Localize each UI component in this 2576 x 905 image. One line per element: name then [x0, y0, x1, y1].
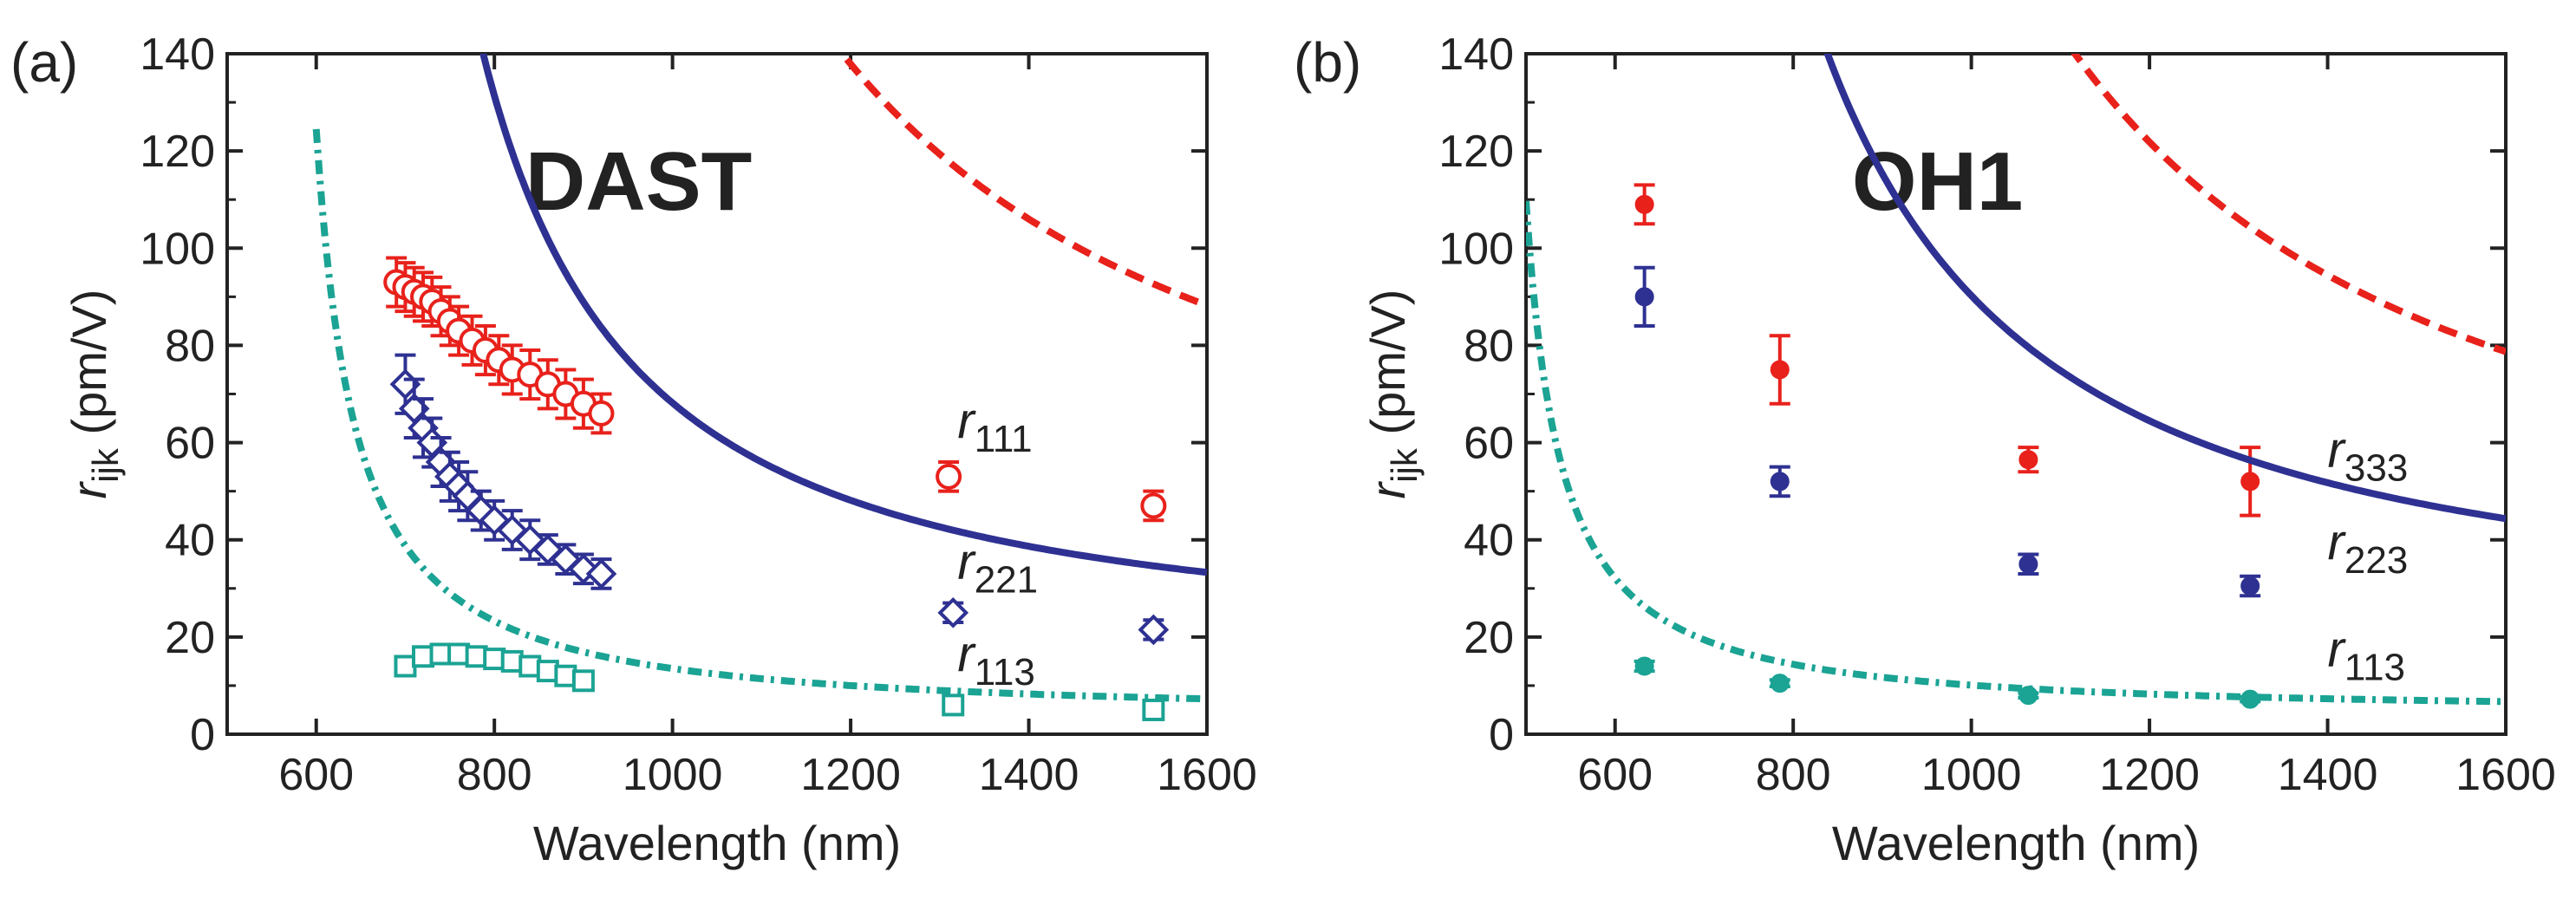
series-label-r113: r113 [2328, 622, 2405, 689]
x-tick-label: 1400 [2278, 750, 2378, 800]
fit-curve-r113 [1526, 200, 2506, 706]
y-axis-title: rijk (pm/V) [1360, 290, 1425, 499]
x-tick-label: 1200 [800, 750, 901, 800]
series-label-sub: 111 [975, 418, 1033, 460]
series-r223 [1634, 54, 2506, 598]
data-point [937, 596, 969, 628]
series-label-r111: r111 [957, 393, 1032, 460]
y-tick-label: 40 [1464, 516, 1514, 566]
series-label-main: r [957, 393, 976, 449]
y-tick-label: 0 [1489, 710, 1514, 760]
panel-label: (b) [1294, 31, 1361, 94]
series-label-main: r [2328, 422, 2347, 479]
y-tick-label: 100 [140, 224, 215, 274]
x-tick-label: 800 [457, 750, 532, 800]
data-point [2240, 576, 2260, 596]
series-r113 [312, 128, 1207, 721]
y-axis-title-sub: ijk [85, 447, 126, 483]
material-title: OH1 [1852, 135, 2023, 228]
x-tick-label: 1600 [1157, 750, 1257, 800]
plot-area [312, 54, 1207, 721]
x-axis-title: Wavelength (nm) [533, 816, 901, 870]
y-axis-title: rijk (pm/V) [62, 290, 126, 499]
series-label-sub: 113 [975, 651, 1035, 693]
data-point [942, 693, 965, 717]
y-axis-title-main: r [62, 480, 116, 498]
y-axis-title-main: r [1360, 480, 1415, 498]
fit-curve-r111 [838, 54, 1207, 309]
series-label-main: r [2328, 622, 2347, 678]
series-label-sub: 113 [2344, 647, 2405, 689]
plot-area [1526, 54, 2506, 709]
series-label-sub: 221 [975, 559, 1038, 602]
series-r333 [1634, 54, 2506, 518]
x-tick-label: 1600 [2455, 750, 2556, 800]
fit-curve-r223 [1823, 54, 2506, 523]
data-point [936, 463, 962, 490]
data-point [1634, 194, 1654, 214]
data-point [2018, 554, 2038, 574]
data-point [1634, 656, 1654, 676]
data-point [2240, 689, 2260, 709]
data-point [2018, 450, 2038, 470]
y-tick-label: 120 [1438, 127, 1514, 177]
fit-curve-r113 [312, 128, 1207, 703]
x-tick-label: 600 [1577, 750, 1653, 800]
series-label-main: r [957, 626, 976, 682]
y-tick-label: 140 [140, 29, 215, 80]
x-tick-label: 1400 [979, 750, 1079, 800]
y-tick-label: 80 [1464, 321, 1514, 371]
panel-b: 600 800 1000 1200 1400 1600 0 20 40 60 80 100 120 140… [1294, 29, 2556, 870]
x-tick-label: 1200 [2099, 750, 2200, 800]
y-tick-label: 60 [1464, 419, 1514, 469]
y-axis-title-unit: (pm/V) [62, 290, 116, 449]
y-axis-title-sub: ijk [1384, 447, 1425, 483]
y-tick-label: 40 [165, 516, 215, 566]
data-point [1770, 674, 1790, 693]
series-label-r113: r113 [957, 626, 1034, 693]
series-label-main: r [2328, 514, 2347, 570]
data-point [1770, 360, 1790, 380]
y-axis-title-unit: (pm/V) [1360, 290, 1415, 449]
series-label-sub: 333 [2344, 447, 2408, 490]
y-tick-label: 100 [1438, 224, 1514, 274]
series-label-main: r [957, 534, 976, 590]
fit-curve-r333 [2071, 54, 2506, 355]
series-label-sub: 223 [2344, 539, 2408, 582]
series-label-r333: r333 [2328, 422, 2409, 490]
y-tick-label: 0 [190, 710, 215, 760]
panel-a: 600 800 1000 1200 1400 1600 0 20 40 60 80 100 120 140… [10, 29, 1257, 870]
y-tick-label: 80 [165, 321, 215, 371]
data-point [571, 669, 595, 693]
series-label-r221: r221 [957, 534, 1038, 602]
data-point [1142, 698, 1165, 721]
y-tick-label: 20 [1464, 613, 1514, 663]
data-point [1634, 287, 1654, 307]
y-tick-label: 20 [165, 613, 215, 663]
x-tick-label: 1000 [623, 750, 723, 800]
series-label-r223: r223 [2328, 514, 2409, 582]
data-point [585, 558, 617, 589]
x-tick-label: 600 [278, 750, 354, 800]
series-r113 [1526, 200, 2506, 709]
series-r221 [389, 54, 1207, 646]
data-point [588, 400, 615, 426]
y-tick-label: 140 [1438, 29, 1514, 80]
data-point [1138, 614, 1170, 646]
material-title: DAST [525, 135, 752, 228]
data-point [2018, 686, 2038, 706]
data-point [1140, 492, 1167, 519]
panel-label: (a) [10, 31, 78, 94]
series-r111 [383, 54, 1207, 523]
fit-curve-r221 [479, 54, 1207, 576]
y-tick-label: 120 [140, 127, 215, 177]
x-axis-title: Wavelength (nm) [1832, 816, 2200, 870]
x-tick-label: 1000 [1921, 750, 2022, 800]
data-point [2240, 472, 2260, 492]
x-tick-label: 800 [1756, 750, 1831, 800]
data-point [1770, 472, 1790, 492]
y-tick-label: 60 [165, 419, 215, 469]
